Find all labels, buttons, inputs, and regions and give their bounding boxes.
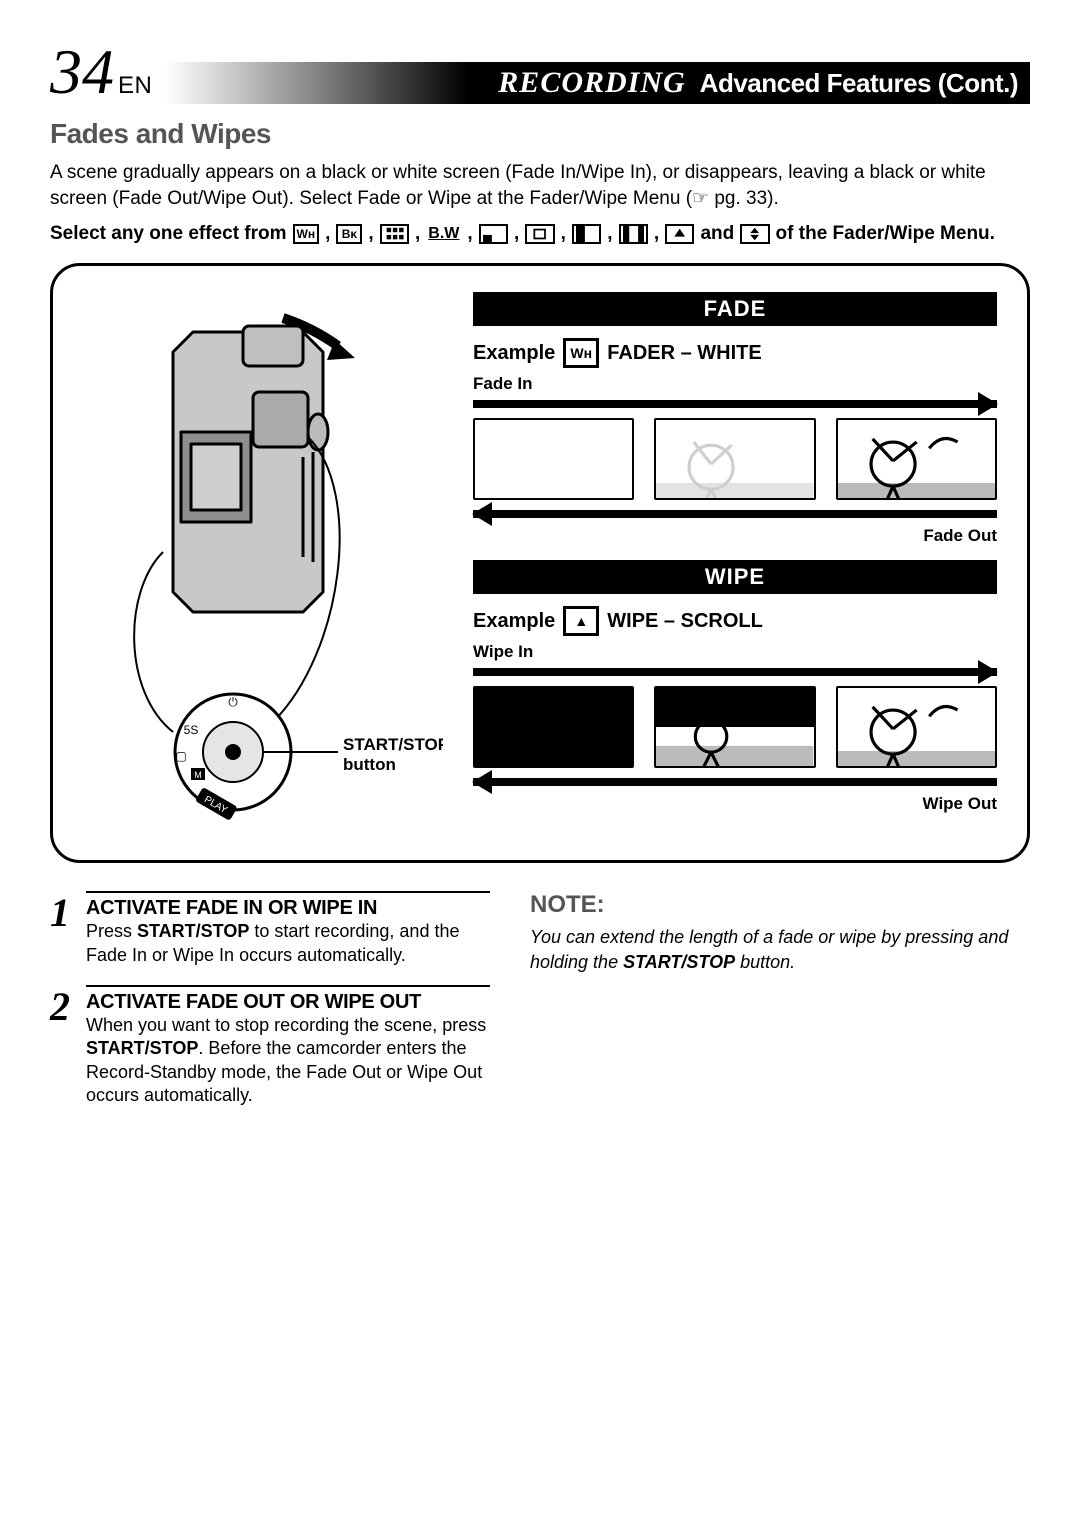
step-1-text: Press START/STOP to start recording, and… (86, 920, 490, 967)
wipe-out-label: Wipe Out (473, 794, 997, 814)
step-2-title: ACTIVATE FADE OUT OR WIPE OUT (86, 991, 490, 1014)
wipe-example-row: Example ▲ WIPE – SCROLL (473, 606, 997, 636)
wipe-example-label: Example (473, 610, 555, 633)
banner-main: RECORDING (498, 66, 685, 100)
select-effect-line: Select any one effect from Wʜ, Bᴋ, , B.W… (50, 223, 1030, 245)
step-2-text: When you want to stop recording the scen… (86, 1014, 490, 1108)
steps-column: 1 ACTIVATE FADE IN OR WIPE IN Press STAR… (50, 891, 490, 1125)
wipe-frame-3 (836, 686, 997, 768)
step-2-num: 2 (50, 989, 78, 1108)
section-title: Fades and Wipes (50, 118, 1030, 150)
fade-out-label: Fade Out (473, 526, 997, 546)
page-number: 34 (50, 40, 114, 104)
step-2: 2 ACTIVATE FADE OUT OR WIPE OUT When you… (50, 985, 490, 1108)
scene-icon (656, 727, 813, 768)
page-number-wrap: 34 EN (50, 40, 152, 104)
svg-text:▢: ▢ (175, 749, 186, 763)
wipe-frame-2 (654, 686, 815, 768)
wipe-frames (473, 686, 997, 768)
fade-frame-3 (836, 418, 997, 500)
bw-icon: B.W (426, 224, 461, 244)
fade-frame-1 (473, 418, 634, 500)
illustration-panel: ⏻ 5S ▢ M PLAY START/STOP button (50, 263, 1030, 863)
wipe-arrow-right (473, 668, 997, 676)
fade-frame-2 (654, 418, 815, 500)
page-lang: EN (118, 72, 152, 100)
select-suffix: of the Fader/Wipe Menu. (776, 223, 995, 245)
wipe-example-name: WIPE – SCROLL (607, 610, 763, 633)
fade-example-label: Example (473, 342, 555, 365)
fade-wipe-examples: FADE Example Wʜ FADER – WHITE Fade In (473, 292, 997, 834)
scroll-icon (665, 224, 694, 244)
wh-icon: Wʜ (293, 224, 320, 244)
step-1-title: ACTIVATE FADE IN OR WIPE IN (86, 897, 490, 920)
slide-icon (572, 224, 601, 244)
scene-icon (838, 420, 995, 500)
intro-text: A scene gradually appears on a black or … (50, 160, 1030, 211)
bk-icon: Bᴋ (336, 224, 362, 244)
and-text: and (700, 223, 734, 245)
corner-icon (479, 224, 508, 244)
svg-text:5S: 5S (184, 723, 199, 737)
chapter-banner: RECORDING Advanced Features (Cont.) (166, 62, 1030, 104)
page-header: 34 EN RECORDING Advanced Features (Cont.… (50, 40, 1030, 104)
wipe-example-icon: ▲ (563, 606, 599, 636)
note-title: NOTE: (530, 891, 1030, 919)
wipe-arrow-left (473, 778, 997, 786)
fade-example-name: FADER – WHITE (607, 342, 761, 365)
mosaic-icon (380, 224, 409, 244)
svg-text:M: M (194, 770, 202, 780)
fade-arrow-left (473, 510, 997, 518)
callout-line1: START/STOP (343, 735, 443, 754)
scene-icon (656, 420, 813, 500)
camera-svg: ⏻ 5S ▢ M PLAY START/STOP button (83, 292, 443, 852)
fade-bar: FADE (473, 292, 997, 326)
note-column: NOTE: You can extend the length of a fad… (530, 891, 1030, 1125)
step-1-num: 1 (50, 895, 78, 967)
svg-text:⏻: ⏻ (228, 695, 238, 709)
lower-columns: 1 ACTIVATE FADE IN OR WIPE IN Press STAR… (50, 891, 1030, 1125)
camera-diagram: ⏻ 5S ▢ M PLAY START/STOP button (83, 292, 443, 834)
wipe-bar: WIPE (473, 560, 997, 594)
wipe-frame-1 (473, 686, 634, 768)
fade-frames (473, 418, 997, 500)
fade-example-row: Example Wʜ FADER – WHITE (473, 338, 997, 368)
fade-arrow-right (473, 400, 997, 408)
scene-icon (838, 688, 995, 768)
select-prefix: Select any one effect from (50, 223, 287, 245)
door-icon (619, 224, 648, 244)
note-text: You can extend the length of a fade or w… (530, 925, 1030, 974)
window-icon (525, 224, 554, 244)
wipe-in-label: Wipe In (473, 642, 997, 662)
fade-example-icon: Wʜ (563, 338, 599, 368)
banner-sub: Advanced Features (Cont.) (700, 68, 1018, 99)
step-1: 1 ACTIVATE FADE IN OR WIPE IN Press STAR… (50, 891, 490, 967)
shutter-icon (740, 224, 769, 244)
fade-in-label: Fade In (473, 374, 997, 394)
callout-line2: button (343, 755, 396, 774)
